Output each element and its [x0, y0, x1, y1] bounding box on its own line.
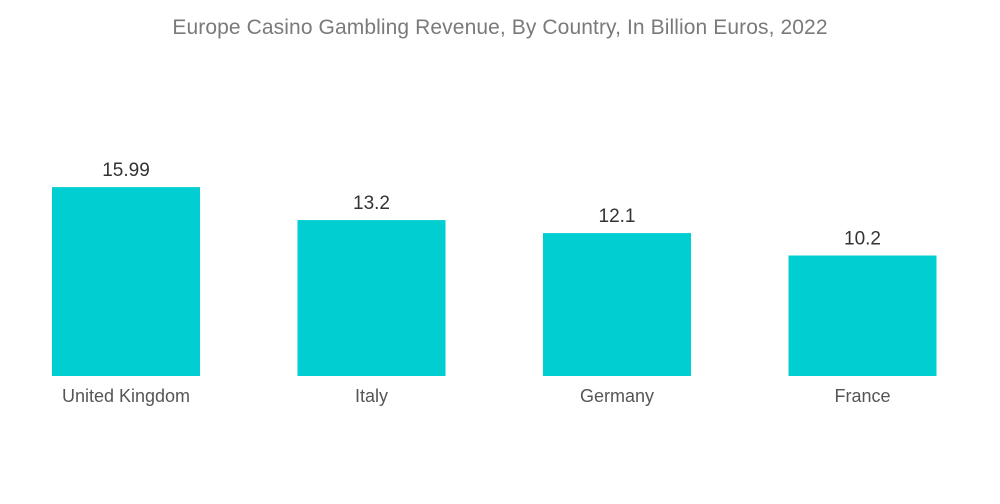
data-label: 10.2: [844, 229, 881, 250]
data-label: 13.2: [353, 193, 390, 214]
x-tick-label: Germany: [580, 386, 654, 406]
x-tick-label: France: [834, 386, 890, 406]
bar-france: [788, 255, 937, 376]
chart-title: Europe Casino Gambling Revenue, By Count…: [172, 16, 828, 39]
x-tick-label: Italy: [355, 386, 388, 406]
bar-italy: [297, 220, 446, 376]
data-label: 15.99: [102, 160, 150, 181]
data-label: 12.1: [599, 206, 636, 227]
bar-germany: [543, 233, 691, 376]
x-tick-label: United Kingdom: [62, 386, 190, 406]
bar-united-kingdom: [52, 187, 200, 376]
